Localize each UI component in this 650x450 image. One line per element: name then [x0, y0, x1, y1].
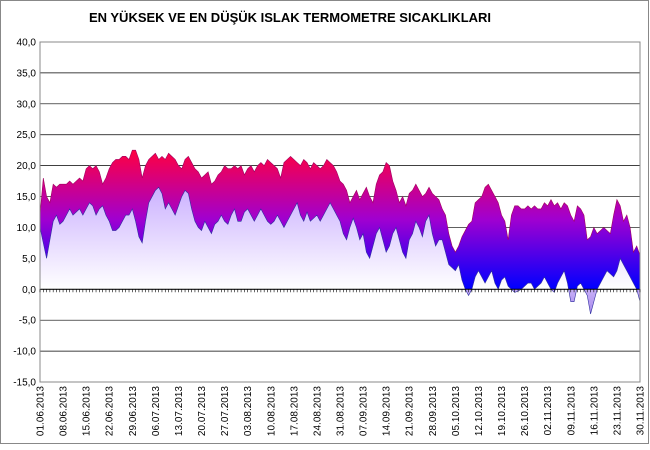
x-tick-label: 27.07.2013: [220, 386, 231, 436]
y-tick-label: -10,0: [13, 347, 36, 358]
area: [40, 187, 640, 314]
x-tick-label: 19.10.2013: [497, 386, 508, 436]
x-tick-label: 30.11.2013: [636, 386, 647, 436]
line: [39, 186, 641, 315]
x-tick-label: 06.07.2013: [151, 386, 162, 436]
x-tick-label: 10.08.2013: [266, 386, 277, 436]
x-tick-label: 02.11.2013: [543, 386, 554, 436]
x-tick-label: 17.08.2013: [289, 386, 300, 436]
x-tick-label: 23.11.2013: [612, 386, 623, 436]
y-tick-label: -5,0: [19, 316, 37, 327]
y-tick-label: 40,0: [17, 38, 37, 49]
x-tick-label: 05.10.2013: [451, 386, 462, 436]
y-tick-label: 30,0: [17, 99, 37, 110]
y-tick-label: 20,0: [17, 161, 37, 172]
y-tick-label: -15,0: [13, 378, 36, 389]
x-tick-label: 09.11.2013: [566, 386, 577, 436]
x-tick-label: 13.07.2013: [174, 386, 185, 436]
chart-title: EN YÜKSEK VE EN DÜŞÜK ISLAK TERMOMETRE S…: [89, 10, 491, 25]
x-tick-label: 20.07.2013: [197, 386, 208, 436]
x-tick-label: 26.10.2013: [520, 386, 531, 436]
x-tick-label: 08.06.2013: [59, 386, 70, 436]
y-tick-label: 35,0: [17, 68, 37, 79]
x-tick-label: 12.10.2013: [474, 386, 485, 436]
line: [39, 149, 641, 256]
x-tick-label: 31.08.2013: [336, 386, 347, 436]
x-tick-label: 07.09.2013: [359, 386, 370, 436]
x-tick-label: 22.06.2013: [105, 386, 116, 436]
y-tick-label: 5,0: [22, 254, 36, 265]
x-tick-label: 15.06.2013: [82, 386, 93, 436]
y-tick-label: 25,0: [17, 130, 37, 141]
x-tick-label: 01.06.2013: [36, 386, 47, 436]
x-tick-label: 16.11.2013: [589, 386, 600, 436]
x-tick-label: 28.09.2013: [428, 386, 439, 436]
y-tick-label: 0,0: [22, 285, 36, 296]
y-tick-label: 10,0: [17, 223, 37, 234]
y-tick-label: 15,0: [17, 192, 37, 203]
x-tick-label: 14.09.2013: [382, 386, 393, 436]
plot-border: [39, 41, 641, 383]
x-tick-label: 24.08.2013: [312, 386, 323, 436]
x-tick-label: 21.09.2013: [405, 386, 416, 436]
x-tick-label: 29.06.2013: [128, 386, 139, 436]
x-tick-label: 03.08.2013: [243, 386, 254, 436]
